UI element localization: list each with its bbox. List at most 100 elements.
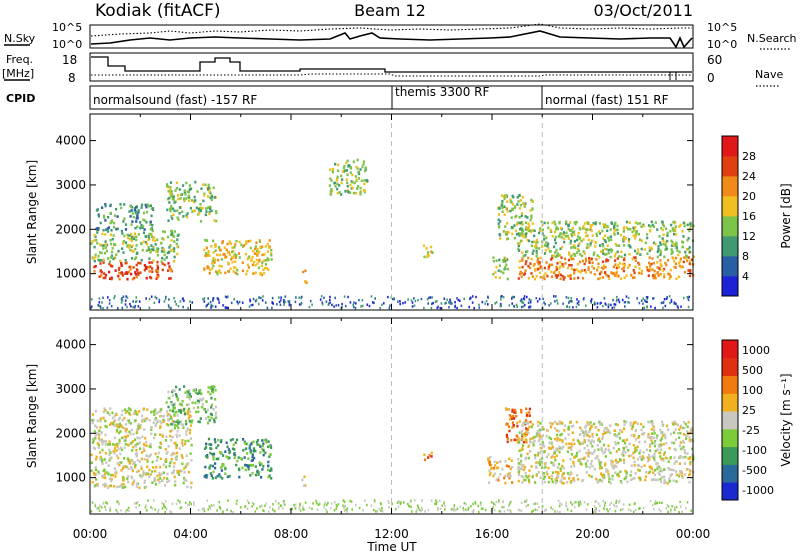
echo-cell <box>532 441 535 445</box>
ground-scatter-cell <box>254 510 257 513</box>
ground-scatter-cell <box>135 506 137 509</box>
echo-cell <box>533 240 536 244</box>
echo-cell <box>170 207 173 210</box>
echo-cell <box>488 460 491 464</box>
ground-scatter-cell <box>484 508 487 512</box>
echo-cell <box>127 480 130 484</box>
ground-scatter-cell <box>337 503 340 506</box>
echo-cell <box>122 479 125 482</box>
echo-cell <box>646 236 649 240</box>
ground-scatter-cell <box>203 507 205 510</box>
echo-cell <box>225 248 228 252</box>
echo-cell <box>141 420 144 423</box>
echo-cell <box>579 426 582 429</box>
ground-scatter-cell <box>398 500 400 503</box>
ground-scatter-cell <box>638 301 641 305</box>
ground-scatter-cell <box>335 503 338 507</box>
ground-scatter-cell <box>642 506 645 509</box>
echo-cell <box>673 232 676 236</box>
echo-cell <box>139 447 142 450</box>
echo-cell <box>639 455 642 459</box>
ground-scatter-cell <box>527 503 529 507</box>
echo-cell <box>117 268 121 271</box>
echo-cell <box>642 457 646 460</box>
colorbar-swatch <box>722 236 738 257</box>
ground-scatter-cell <box>252 503 255 506</box>
echo-cell <box>99 243 102 246</box>
colorbar-tick-label: -1000 <box>742 484 774 497</box>
echo-cell <box>573 221 576 224</box>
ground-scatter-cell <box>277 502 280 505</box>
echo-cell <box>577 235 580 238</box>
echo-cell <box>189 410 192 414</box>
echo-cell <box>643 248 646 251</box>
ground-scatter-cell <box>455 508 457 512</box>
ground-scatter-cell <box>585 304 587 307</box>
echo-cell <box>219 253 222 257</box>
echo-cell <box>622 269 625 273</box>
ground-scatter-cell <box>279 504 282 507</box>
echo-cell <box>651 223 654 227</box>
ground-scatter-cell <box>529 301 532 304</box>
ground-scatter-cell <box>216 509 218 512</box>
echo-cell <box>231 447 234 451</box>
ground-scatter-cell <box>217 297 219 300</box>
ground-scatter-cell <box>400 501 402 504</box>
ground-scatter-cell <box>300 303 302 306</box>
echo-cell <box>159 477 162 480</box>
echo-cell <box>227 448 230 451</box>
echo-cell <box>494 271 497 274</box>
echo-cell <box>590 475 593 478</box>
echo-cell <box>516 435 519 438</box>
echo-cell <box>669 268 672 272</box>
echo-cell <box>94 434 97 438</box>
echo-cell <box>109 239 112 242</box>
echo-cell <box>184 439 187 443</box>
echo-cell <box>140 242 143 246</box>
echo-cell <box>176 397 179 400</box>
echo-cell <box>427 456 430 459</box>
echo-cell <box>515 438 518 442</box>
echo-cell <box>222 253 225 256</box>
ground-scatter-cell <box>323 506 326 509</box>
echo-cell <box>178 388 181 391</box>
ground-scatter-cell <box>669 510 672 513</box>
echo-cell <box>650 478 653 482</box>
ground-scatter-cell <box>604 302 607 305</box>
echo-cell <box>664 434 667 437</box>
echo-cell <box>575 454 578 458</box>
echo-cell <box>154 433 157 436</box>
echo-cell <box>162 463 165 466</box>
echo-cell <box>560 236 563 239</box>
echo-cell <box>587 451 590 455</box>
echo-cell <box>186 390 189 393</box>
echo-cell <box>110 421 113 425</box>
echo-cell <box>666 457 669 460</box>
echo-cell <box>173 247 176 250</box>
ground-scatter-cell <box>526 295 528 299</box>
echo-cell <box>602 223 605 226</box>
echo-cell <box>665 227 668 230</box>
ground-scatter-cell <box>517 508 520 511</box>
echo-cell <box>517 247 520 251</box>
echo-cell <box>135 275 138 279</box>
echo-cell <box>112 257 115 261</box>
echo-cell <box>346 173 349 177</box>
echo-cell <box>97 472 101 475</box>
echo-cell <box>153 236 156 239</box>
echo-cell <box>503 256 506 260</box>
ground-scatter-cell <box>175 502 178 505</box>
noise-tick-low-left: 10^0 <box>52 38 82 51</box>
ground-scatter-cell <box>688 295 690 299</box>
ground-scatter-cell <box>521 301 523 304</box>
echo-cell <box>139 424 142 427</box>
echo-cell <box>134 419 137 422</box>
ground-scatter-cell <box>585 508 588 511</box>
echo-cell <box>525 250 528 254</box>
echo-cell <box>103 458 106 461</box>
echo-cell <box>106 486 110 490</box>
echo-cell <box>247 467 250 471</box>
echo-cell <box>221 240 224 243</box>
echo-cell <box>262 453 265 457</box>
ground-scatter-cell <box>519 299 522 303</box>
